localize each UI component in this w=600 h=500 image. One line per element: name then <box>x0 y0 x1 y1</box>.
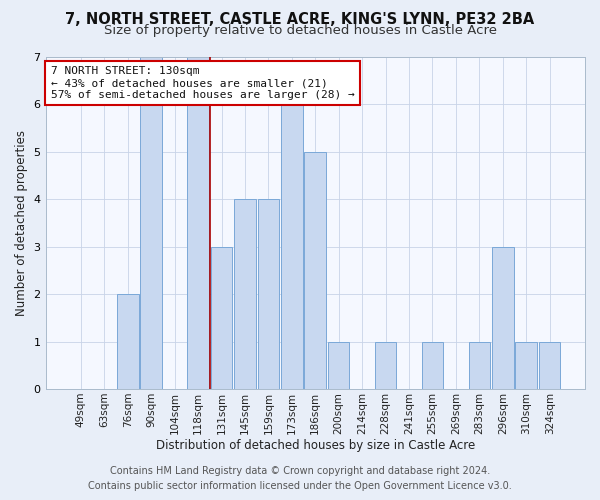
Bar <box>257 199 279 389</box>
X-axis label: Distribution of detached houses by size in Castle Acre: Distribution of detached houses by size … <box>155 440 475 452</box>
Bar <box>492 246 514 389</box>
Bar <box>375 342 397 389</box>
Bar <box>422 342 443 389</box>
Bar <box>234 199 256 389</box>
Bar <box>281 104 302 389</box>
Text: Size of property relative to detached houses in Castle Acre: Size of property relative to detached ho… <box>104 24 497 37</box>
Bar <box>328 342 349 389</box>
Text: Contains HM Land Registry data © Crown copyright and database right 2024.
Contai: Contains HM Land Registry data © Crown c… <box>88 466 512 491</box>
Bar <box>304 152 326 389</box>
Bar <box>515 342 537 389</box>
Text: 7 NORTH STREET: 130sqm
← 43% of detached houses are smaller (21)
57% of semi-det: 7 NORTH STREET: 130sqm ← 43% of detached… <box>51 66 355 100</box>
Y-axis label: Number of detached properties: Number of detached properties <box>15 130 28 316</box>
Bar <box>469 342 490 389</box>
Text: 7, NORTH STREET, CASTLE ACRE, KING'S LYNN, PE32 2BA: 7, NORTH STREET, CASTLE ACRE, KING'S LYN… <box>65 12 535 28</box>
Bar <box>187 56 209 389</box>
Bar <box>539 342 560 389</box>
Bar <box>140 56 162 389</box>
Bar <box>117 294 139 389</box>
Bar <box>211 246 232 389</box>
